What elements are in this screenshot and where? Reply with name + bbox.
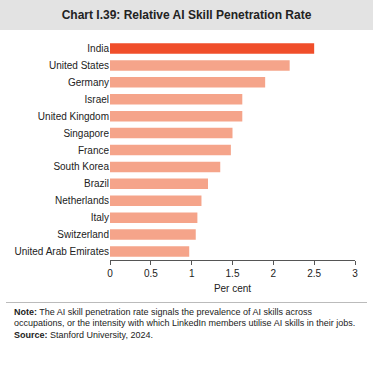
html-text:Note: The AI skill penetration: Note: The AI skill penetration rate sign… [14,307,356,328]
svg-text:Italy: Italy [91,212,109,223]
svg-text:Brazil: Brazil [84,178,109,189]
svg-text:0.5: 0.5 [144,268,158,279]
svg-text:India: India [87,43,109,54]
svg-text:France: France [78,145,110,156]
svg-text:Netherlands: Netherlands [55,195,109,206]
svg-text:Israel: Israel [85,94,109,105]
svg-text:Germany: Germany [68,77,109,88]
svg-text:United Kingdom: United Kingdom [38,111,109,122]
svg-text:Per cent: Per cent [214,283,251,294]
svg-text:1: 1 [189,268,195,279]
svg-text:South Korea: South Korea [53,161,109,172]
svg-text:0: 0 [107,268,113,279]
svg-text:United States: United States [49,60,109,71]
svg-text:Switzerland: Switzerland [57,229,109,240]
svg-text:2.5: 2.5 [307,268,321,279]
svg-text:1.5: 1.5 [226,268,240,279]
html-text:Chart I.39: Relative AI Skill: Chart I.39: Relative AI Skill Penetratio… [61,8,312,22]
html-text:Source: Stanford University, 2: Source: Stanford University, 2024. [14,330,153,340]
svg-text:Singapore: Singapore [63,128,109,139]
svg-text:United Arab Emirates: United Arab Emirates [15,246,110,257]
svg-text:2: 2 [271,268,277,279]
svg-text:3: 3 [352,268,358,279]
